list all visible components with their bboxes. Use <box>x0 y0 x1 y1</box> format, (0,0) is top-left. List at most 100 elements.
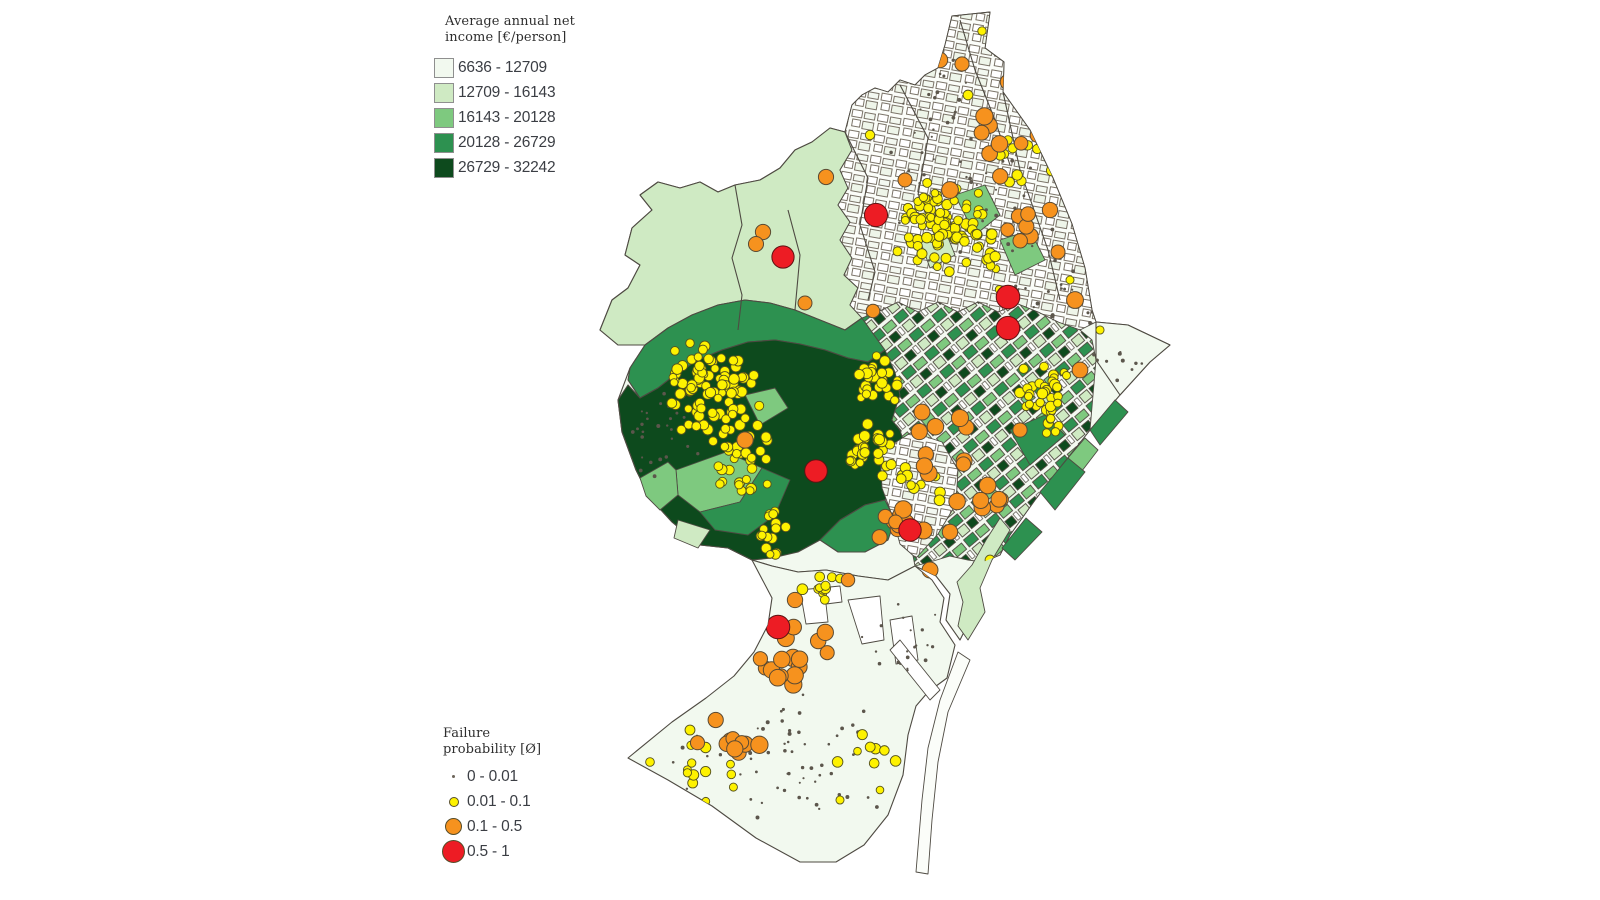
yellow-failure-point <box>697 344 708 355</box>
yellow-failure-point <box>700 766 712 778</box>
yellow-failure-point <box>1044 116 1054 126</box>
yellow-failure-point <box>961 257 972 268</box>
speck-failure-point <box>920 628 924 632</box>
yellow-failure-point <box>864 129 876 141</box>
orange-failure-point <box>972 491 990 509</box>
yellow-failure-point <box>748 370 760 381</box>
district-patch <box>639 461 679 511</box>
speck-failure-point <box>1089 272 1093 276</box>
yellow-failure-point <box>731 448 742 459</box>
speck-failure-point <box>669 428 673 431</box>
speck-failure-point <box>906 667 909 670</box>
red-failure-point <box>765 614 791 640</box>
yellow-failure-point <box>683 404 693 414</box>
speck-failure-point <box>932 128 935 131</box>
orange-failure-point <box>955 456 972 472</box>
speck-failure-point <box>717 820 721 824</box>
speck-failure-point <box>877 661 882 666</box>
speck-failure-point <box>800 765 805 770</box>
speck-failure-point <box>1024 287 1027 290</box>
yellow-failure-point <box>727 409 738 420</box>
speck-failure-point <box>818 773 822 777</box>
speck-failure-point <box>776 786 779 790</box>
speck-failure-point <box>1092 353 1096 357</box>
speck-failure-point <box>896 660 900 664</box>
yellow-failure-point <box>891 379 903 391</box>
yellow-failure-point <box>713 461 724 472</box>
speck-failure-point <box>845 795 850 799</box>
failure-class-symbol-slot <box>440 774 467 779</box>
yellow-failure-point <box>707 407 718 418</box>
speck-failure-point <box>1011 249 1014 253</box>
yellow-failure-point <box>1011 169 1023 181</box>
speck-failure-point <box>805 796 809 800</box>
orange-failure-point <box>817 168 835 186</box>
yellow-failure-point <box>1053 398 1063 408</box>
speck-failure-point <box>787 731 792 736</box>
orange-failure-point <box>768 668 787 687</box>
speck-failure-point <box>1050 227 1055 232</box>
failure-legend-row: 0.01 - 0.1 <box>440 789 541 814</box>
yellow-failure-point <box>720 423 731 434</box>
red-failure-point <box>995 284 1021 310</box>
orange-failure-point <box>1050 244 1066 260</box>
speck-failure-point <box>636 427 639 431</box>
orange-failure-point <box>999 73 1017 91</box>
speck-failure-point <box>975 183 978 187</box>
speck-failure-point <box>942 74 946 78</box>
yellow-failure-point <box>900 215 910 225</box>
yellow-failure-point <box>716 379 728 391</box>
income-class-label: 16143 - 20128 <box>458 108 556 126</box>
yellow-failure-point <box>760 431 772 443</box>
yellow-failure-point <box>1083 483 1095 495</box>
failure-class-symbol-slot <box>440 818 467 835</box>
speck-failure-point <box>739 773 742 776</box>
speck-failure-point <box>788 729 792 733</box>
orange-failure-point <box>1066 291 1084 309</box>
income-class-label: 12709 - 16143 <box>458 83 556 101</box>
income-class-label: 6636 - 12709 <box>458 58 547 76</box>
speck-failure-point <box>829 771 833 776</box>
yellow-failure-point <box>1036 387 1049 400</box>
yellow-failure-point <box>986 228 998 240</box>
yellow-failure-point <box>1056 111 1068 122</box>
yellow-failure-point <box>728 355 739 366</box>
speck-failure-point <box>875 805 879 809</box>
yellow-failure-point <box>961 203 972 214</box>
speck-failure-point <box>932 158 935 161</box>
income-class-swatch <box>434 82 454 103</box>
speck-failure-point <box>874 650 878 653</box>
yellow-failure-point <box>696 403 707 414</box>
speck-failure-point <box>951 115 956 120</box>
failure-class-dot <box>451 774 456 779</box>
failure-class-dot <box>445 818 462 835</box>
speck-failure-point <box>852 753 855 756</box>
speck-failure-point <box>1063 287 1067 291</box>
orange-failure-point <box>736 431 754 449</box>
speck-failure-point <box>820 763 824 768</box>
speck-failure-point <box>756 727 759 730</box>
speck-failure-point <box>981 219 984 223</box>
yellow-failure-point <box>971 242 983 253</box>
speck-failure-point <box>914 644 918 647</box>
orange-failure-point <box>897 172 913 188</box>
speck-failure-point <box>945 120 950 125</box>
speck-failure-point <box>1140 362 1144 365</box>
yellow-failure-point <box>721 414 731 425</box>
yellow-failure-point <box>716 353 727 364</box>
speck-failure-point <box>964 81 967 84</box>
speck-failure-point <box>783 742 786 746</box>
speck-failure-point <box>919 108 922 111</box>
speck-failure-point <box>922 173 926 177</box>
orange-failure-point <box>785 666 804 685</box>
speck-failure-point <box>782 788 787 793</box>
speck-failure-point <box>779 709 783 713</box>
yellow-failure-point <box>765 550 775 559</box>
orange-failure-point <box>990 135 1009 153</box>
yellow-failure-point <box>1032 143 1043 155</box>
income-class-label: 26729 - 32242 <box>458 158 556 176</box>
yellow-failure-point <box>876 470 888 482</box>
yellow-failure-point <box>923 203 934 214</box>
speck-failure-point <box>670 437 674 440</box>
orange-failure-point <box>894 500 913 519</box>
